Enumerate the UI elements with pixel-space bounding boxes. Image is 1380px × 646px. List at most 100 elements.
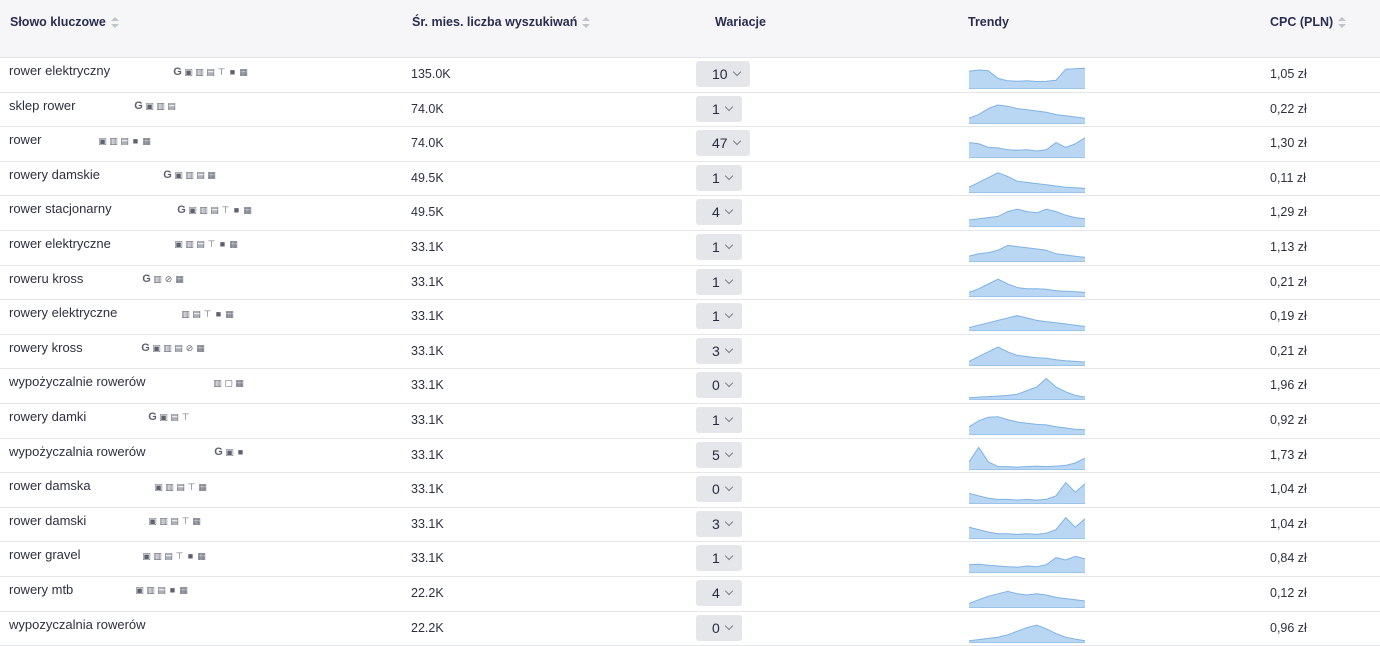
- keyword-text[interactable]: rowery elektryczne: [9, 305, 117, 320]
- table-header: Słowo kluczowe Śr. mies. liczba wyszukiw…: [0, 0, 1380, 58]
- keyword-text[interactable]: rowery damskie: [9, 167, 100, 182]
- variations-dropdown[interactable]: 3: [696, 338, 742, 364]
- chevron-down-icon: [725, 517, 733, 525]
- news-icon: ▦: [142, 137, 151, 146]
- cpc-value: 0,21 zł: [1270, 344, 1307, 358]
- variations-count: 3: [712, 343, 720, 359]
- shop-icon: ▤: [196, 171, 205, 180]
- variations-count: 1: [712, 170, 720, 186]
- variations-dropdown[interactable]: 1: [696, 407, 742, 433]
- search-volume: 33.1K: [411, 378, 444, 392]
- keyword-text[interactable]: wypożyczalnie rowerów: [9, 374, 146, 389]
- chevron-down-icon: [725, 310, 733, 318]
- search-volume: 33.1K: [411, 517, 444, 531]
- trend-sparkline: [969, 339, 1085, 367]
- keyword-text[interactable]: sklep rower: [9, 98, 75, 113]
- carousel-icon: ⊤: [181, 517, 190, 526]
- keyword-text[interactable]: wypozyczalnia rowerów: [9, 617, 146, 632]
- search-volume: 49.5K: [411, 171, 444, 185]
- cpc-value: 1,04 zł: [1270, 517, 1307, 531]
- col-trends-header: Trendy: [968, 15, 1009, 29]
- keyword-text[interactable]: rower damska: [9, 478, 91, 493]
- search-volume: 74.0K: [411, 102, 444, 116]
- variations-dropdown[interactable]: 4: [696, 199, 742, 225]
- map-icon: ▥: [163, 344, 172, 353]
- variations-dropdown[interactable]: 5: [696, 442, 742, 468]
- keyword-text[interactable]: rower elektryczne: [9, 236, 111, 251]
- keyword-text[interactable]: rower gravel: [9, 547, 81, 562]
- variations-dropdown[interactable]: 1: [696, 269, 742, 295]
- variations-count: 1: [712, 274, 720, 290]
- serp-features: ▥▤⊤■▦: [181, 308, 234, 320]
- variations-dropdown[interactable]: 0: [696, 615, 742, 641]
- sort-icon[interactable]: [1338, 17, 1346, 28]
- trend-sparkline: [969, 616, 1085, 644]
- keyword-text[interactable]: rower stacjonarny: [9, 201, 112, 216]
- variations-dropdown[interactable]: 3: [696, 511, 742, 537]
- variations-count: 4: [712, 585, 720, 601]
- col-cpc-header[interactable]: CPC (PLN): [1270, 15, 1346, 29]
- chevron-down-icon: [725, 621, 733, 629]
- serp-features: G▣▥▤⊘▦: [141, 343, 205, 355]
- variations-dropdown[interactable]: 0: [696, 476, 742, 502]
- map-icon: ▥: [146, 586, 155, 595]
- trend-area: [969, 483, 1085, 503]
- variations-dropdown[interactable]: 1: [696, 303, 742, 329]
- image-icon: ▣: [188, 206, 197, 215]
- keyword-text[interactable]: rower: [9, 132, 42, 147]
- cpc-value: 1,05 zł: [1270, 67, 1307, 81]
- variations-count: 5: [712, 447, 720, 463]
- col-keyword-header[interactable]: Słowo kluczowe: [10, 15, 119, 29]
- keyword-text[interactable]: rowery mtb: [9, 582, 73, 597]
- variations-dropdown[interactable]: 4: [696, 580, 742, 606]
- variations-dropdown[interactable]: 0: [696, 372, 742, 398]
- variations-dropdown[interactable]: 1: [696, 545, 742, 571]
- carousel-icon: ⊤: [181, 413, 190, 422]
- map-icon: ▥: [185, 240, 194, 249]
- sort-icon[interactable]: [582, 17, 590, 28]
- map-icon: ▥: [159, 517, 168, 526]
- trend-sparkline: [969, 270, 1085, 298]
- keyword-text[interactable]: rower elektryczny: [9, 63, 110, 78]
- variations-count: 4: [712, 204, 720, 220]
- trend-area: [969, 279, 1085, 296]
- news-icon: ▦: [239, 68, 248, 77]
- video-icon: ■: [131, 137, 140, 146]
- variations-dropdown[interactable]: 1: [696, 96, 742, 122]
- variations-dropdown[interactable]: 1: [696, 234, 742, 260]
- variations-dropdown[interactable]: 1: [696, 165, 742, 191]
- variations-dropdown[interactable]: 47: [696, 130, 750, 156]
- shop-icon: ▤: [170, 413, 179, 422]
- col-volume-header[interactable]: Śr. mies. liczba wyszukiwań: [412, 15, 590, 29]
- cpc-value: 0,96 zł: [1270, 621, 1307, 635]
- chevron-down-icon: [725, 587, 733, 595]
- trend-area: [969, 557, 1085, 573]
- keyword-text[interactable]: rower damski: [9, 513, 86, 528]
- keyword-text[interactable]: rowery damki: [9, 409, 86, 424]
- news-icon: ▦: [196, 344, 205, 353]
- trend-area: [969, 68, 1085, 88]
- keyword-text[interactable]: rowery kross: [9, 340, 83, 355]
- keyword-text[interactable]: roweru kross: [9, 271, 83, 286]
- variations-dropdown[interactable]: 10: [696, 61, 750, 87]
- keyword-text[interactable]: wypożyczalnia rowerów: [9, 444, 146, 459]
- sort-icon[interactable]: [111, 17, 119, 28]
- news-icon: ▦: [198, 483, 207, 492]
